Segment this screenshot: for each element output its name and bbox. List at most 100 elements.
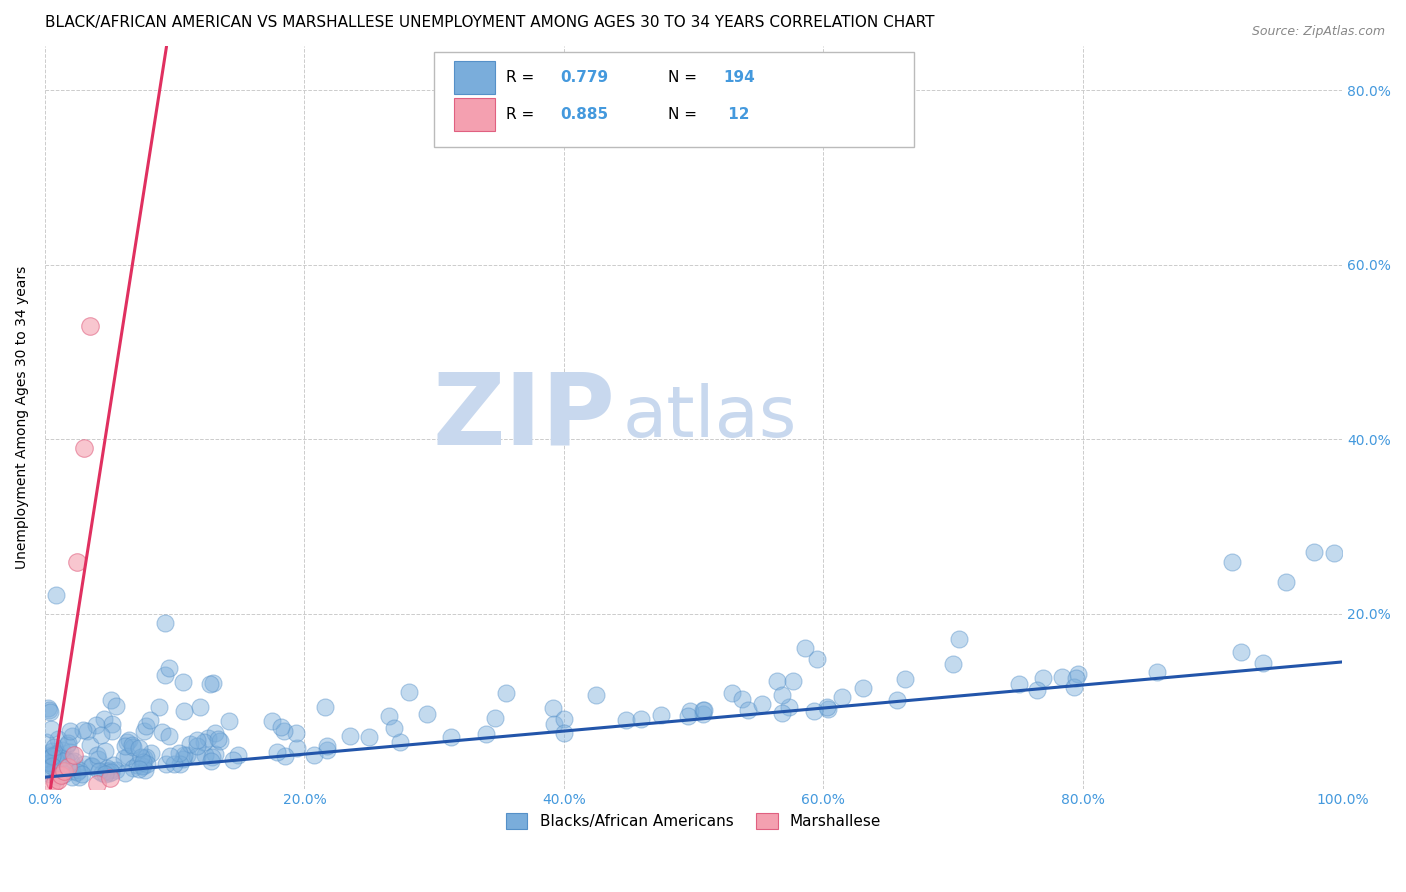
Point <box>139 746 162 760</box>
Point <box>186 733 208 747</box>
Point <box>112 751 135 765</box>
Point <box>439 730 461 744</box>
Point <box>56 738 79 752</box>
Point <box>58 736 80 750</box>
Point <box>815 699 838 714</box>
Point <box>139 713 162 727</box>
Point <box>49 768 72 782</box>
Point <box>543 717 565 731</box>
Point <box>398 685 420 699</box>
Point <box>162 757 184 772</box>
Point <box>59 755 82 769</box>
Point <box>315 700 337 714</box>
Point <box>45 747 67 762</box>
Point <box>1275 574 1298 589</box>
Point <box>273 723 295 738</box>
Point <box>806 651 828 665</box>
Point <box>87 764 110 778</box>
Point <box>553 712 575 726</box>
Point <box>942 657 965 671</box>
Point <box>96 761 118 775</box>
Point <box>159 749 181 764</box>
Point <box>692 703 714 717</box>
Point <box>80 759 103 773</box>
Point <box>93 712 115 726</box>
Point <box>186 739 208 753</box>
Point <box>98 766 121 780</box>
Point <box>585 689 607 703</box>
Point <box>58 760 80 774</box>
Point <box>201 750 224 764</box>
Point <box>169 757 191 772</box>
Point <box>51 750 73 764</box>
Point <box>48 731 70 746</box>
Point <box>194 747 217 762</box>
Point <box>105 699 128 714</box>
Point <box>153 616 176 631</box>
Point <box>894 673 917 687</box>
Text: 194: 194 <box>724 70 755 85</box>
Point <box>41 759 63 773</box>
Point <box>200 754 222 768</box>
Point <box>179 737 201 751</box>
Point <box>62 748 84 763</box>
Point <box>87 752 110 766</box>
Point <box>157 661 180 675</box>
Point <box>693 703 716 717</box>
Point <box>53 767 76 781</box>
Point <box>62 729 84 743</box>
Point <box>67 763 90 777</box>
Point <box>41 744 63 758</box>
Point <box>115 734 138 748</box>
Point <box>69 770 91 784</box>
Point <box>193 735 215 749</box>
Point <box>541 701 564 715</box>
Point <box>692 707 714 722</box>
Point <box>614 713 637 727</box>
Point <box>770 688 793 702</box>
Text: N =: N = <box>668 70 702 85</box>
Point <box>157 729 180 743</box>
Point <box>135 749 157 764</box>
Point <box>44 774 66 789</box>
Point <box>731 692 754 706</box>
Text: R =: R = <box>506 70 538 85</box>
Point <box>316 739 339 754</box>
Point <box>155 757 177 772</box>
Text: 0.779: 0.779 <box>560 70 609 85</box>
Point <box>270 720 292 734</box>
Point <box>218 714 240 729</box>
Point <box>793 640 815 655</box>
Point <box>117 748 139 763</box>
Point <box>60 764 83 779</box>
Point <box>495 686 517 700</box>
Point <box>770 706 793 720</box>
Text: 0.885: 0.885 <box>560 107 609 122</box>
Point <box>1063 681 1085 695</box>
Text: 12: 12 <box>724 107 749 122</box>
Point <box>817 702 839 716</box>
Point <box>72 723 94 738</box>
Point <box>45 588 67 602</box>
Point <box>201 675 224 690</box>
Text: N =: N = <box>668 107 702 122</box>
Point <box>66 555 89 569</box>
Point <box>266 745 288 759</box>
Point <box>41 748 63 763</box>
Point <box>176 747 198 762</box>
Point <box>51 743 73 757</box>
Text: Source: ZipAtlas.com: Source: ZipAtlas.com <box>1251 25 1385 38</box>
Point <box>167 746 190 760</box>
Point <box>416 707 439 722</box>
Point <box>302 748 325 763</box>
Point <box>96 764 118 778</box>
Point <box>475 727 498 741</box>
Point <box>172 751 194 765</box>
Point <box>1220 555 1243 569</box>
Point <box>630 712 652 726</box>
Text: BLACK/AFRICAN AMERICAN VS MARSHALLESE UNEMPLOYMENT AMONG AGES 30 TO 34 YEARS COR: BLACK/AFRICAN AMERICAN VS MARSHALLESE UN… <box>45 15 935 30</box>
FancyBboxPatch shape <box>434 52 914 146</box>
Point <box>316 743 339 757</box>
Point <box>86 747 108 762</box>
Point <box>831 690 853 704</box>
